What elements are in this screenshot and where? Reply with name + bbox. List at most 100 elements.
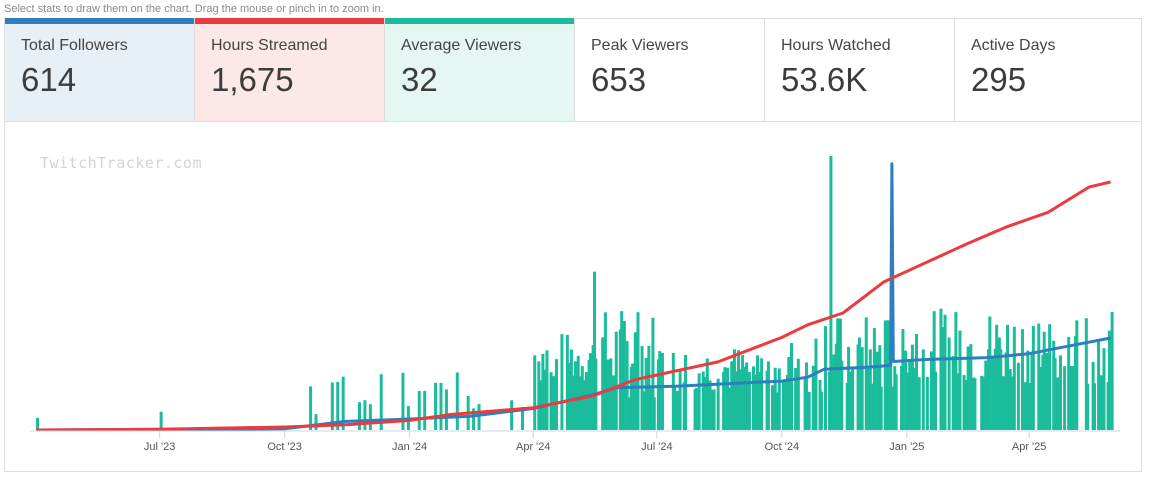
avg-viewers-bar [1038,366,1042,430]
hours-streamed-line [35,180,1111,432]
avg-viewers-bar [1092,383,1096,430]
avg-viewers-bar [787,356,791,430]
total-followers-line [35,162,1111,432]
avg-viewers-bar [796,358,800,430]
avg-viewers-bar [636,312,640,430]
avg-viewers-bar [955,373,959,430]
avg-viewers-bar [890,386,894,430]
avg-viewers-bar [1042,331,1046,430]
avg-viewers-bar [1006,324,1010,430]
avg-viewers-bar [314,414,318,430]
avg-viewers-bar [999,349,1003,430]
stat-label: Hours Streamed [211,37,328,54]
avg-viewers-bar [932,311,936,430]
avg-viewers-bar [947,337,951,430]
stat-value: 32 [401,61,438,98]
stats-chart-panel: Total Followers 614 Hours Streamed 1,675… [4,18,1142,472]
avg-viewers-bar [614,331,618,430]
avg-viewers-bar [995,324,999,430]
x-tick-label: Apr '24 [516,441,551,453]
avg-viewers-bar [1071,366,1075,430]
avg-viewers-bar [747,372,751,430]
avg-viewers-bar [434,382,438,430]
avg-viewers-bar [716,378,720,430]
avg-viewers-bar [631,363,635,430]
avg-viewers-bar [1059,355,1063,430]
avg-viewers-bar [954,312,958,430]
avg-viewers-bar [988,316,992,430]
avg-viewers-bar [1056,377,1060,430]
avg-viewers-bar [701,371,705,430]
avg-viewers-bar [738,369,742,430]
stat-total-followers[interactable]: Total Followers 614 [5,18,195,121]
avg-viewers-bar [620,311,624,430]
avg-viewers-bar [969,344,973,430]
avg-viewers-bar [541,353,545,430]
stat-active-days[interactable]: Active Days 295 [955,19,1141,121]
avg-viewers-bar [1001,376,1005,430]
avg-viewers-bar [766,361,770,430]
avg-viewers-bar [934,371,938,430]
avg-viewers-bar [973,378,977,430]
avg-viewers-bar [814,338,818,430]
avg-viewers-bar [929,351,933,430]
avg-viewers-bar [734,371,738,430]
avg-viewers-bar [588,353,592,430]
stat-peak-viewers[interactable]: Peak Viewers 653 [575,19,765,121]
watermark: TwitchTracker.com [40,154,203,172]
avg-viewers-bar [601,337,605,430]
avg-viewers-bar [951,356,955,430]
avg-viewers-bar [1010,376,1014,430]
avg-viewers-bar [584,371,588,430]
avg-viewers-bar [917,377,921,430]
stat-value: 53.6K [781,61,868,98]
avg-viewers-bar [472,408,476,430]
avg-viewers-bar [832,354,836,430]
chart-hint: Select stats to draw them on the chart. … [4,3,384,15]
avg-viewers-bar [554,359,558,430]
avg-viewers-bar [545,350,549,430]
avg-viewers-peak-bar [593,271,597,430]
avg-viewers-bar [1012,326,1016,430]
stat-average-viewers[interactable]: Average Viewers 32 [385,18,575,121]
avg-viewers-bar [684,354,688,430]
avg-viewers-bar [723,367,727,430]
avg-viewers-bar [626,397,630,430]
avg-viewers-bar [612,375,616,430]
stat-selector: Total Followers 614 Hours Streamed 1,675… [5,18,1141,122]
avg-viewers-bar [730,361,734,430]
avg-viewers-bar [760,358,764,430]
avg-viewers-bar [582,380,586,430]
avg-viewers-bar [915,334,919,430]
avg-viewers-bar [439,382,443,430]
avg-viewers-bar [1048,324,1052,430]
avg-viewers-bar [609,358,613,430]
avg-viewers-bar [1031,326,1035,430]
avg-viewers-bar [658,351,662,430]
avg-viewers-bar [980,375,984,430]
x-axis: Jul '23 Oct '23 Jan '24 Apr '24 Jul '24 Oct '… [30,430,1120,453]
avg-viewers-bar [697,373,701,430]
avg-viewers-bar [943,314,947,430]
avg-viewers-bar [770,385,774,430]
avg-viewers-bar [368,404,372,430]
avg-viewers-bar [1016,362,1020,430]
stat-hours-streamed[interactable]: Hours Streamed 1,675 [195,18,385,121]
avg-viewers-bar [921,349,925,430]
avg-viewers-bar [1084,318,1088,430]
avg-viewers-bar [879,386,883,430]
avg-viewers-bar [783,379,787,430]
avg-viewers-bar [847,346,851,430]
avg-viewers-bar [804,362,808,430]
x-tick-label: Apr '25 [1012,441,1047,453]
avg-viewers-bar [958,330,962,430]
avg-viewers-bar [401,372,405,430]
avg-viewers-bar [648,388,652,430]
avg-viewers-bar [444,389,448,430]
avg-viewers-bar [712,389,716,430]
avg-viewers-bar [901,328,905,430]
stat-hours-watched[interactable]: Hours Watched 53.6K [765,19,955,121]
avg-viewers-bar [36,417,39,430]
avg-viewers-bar [894,374,898,430]
